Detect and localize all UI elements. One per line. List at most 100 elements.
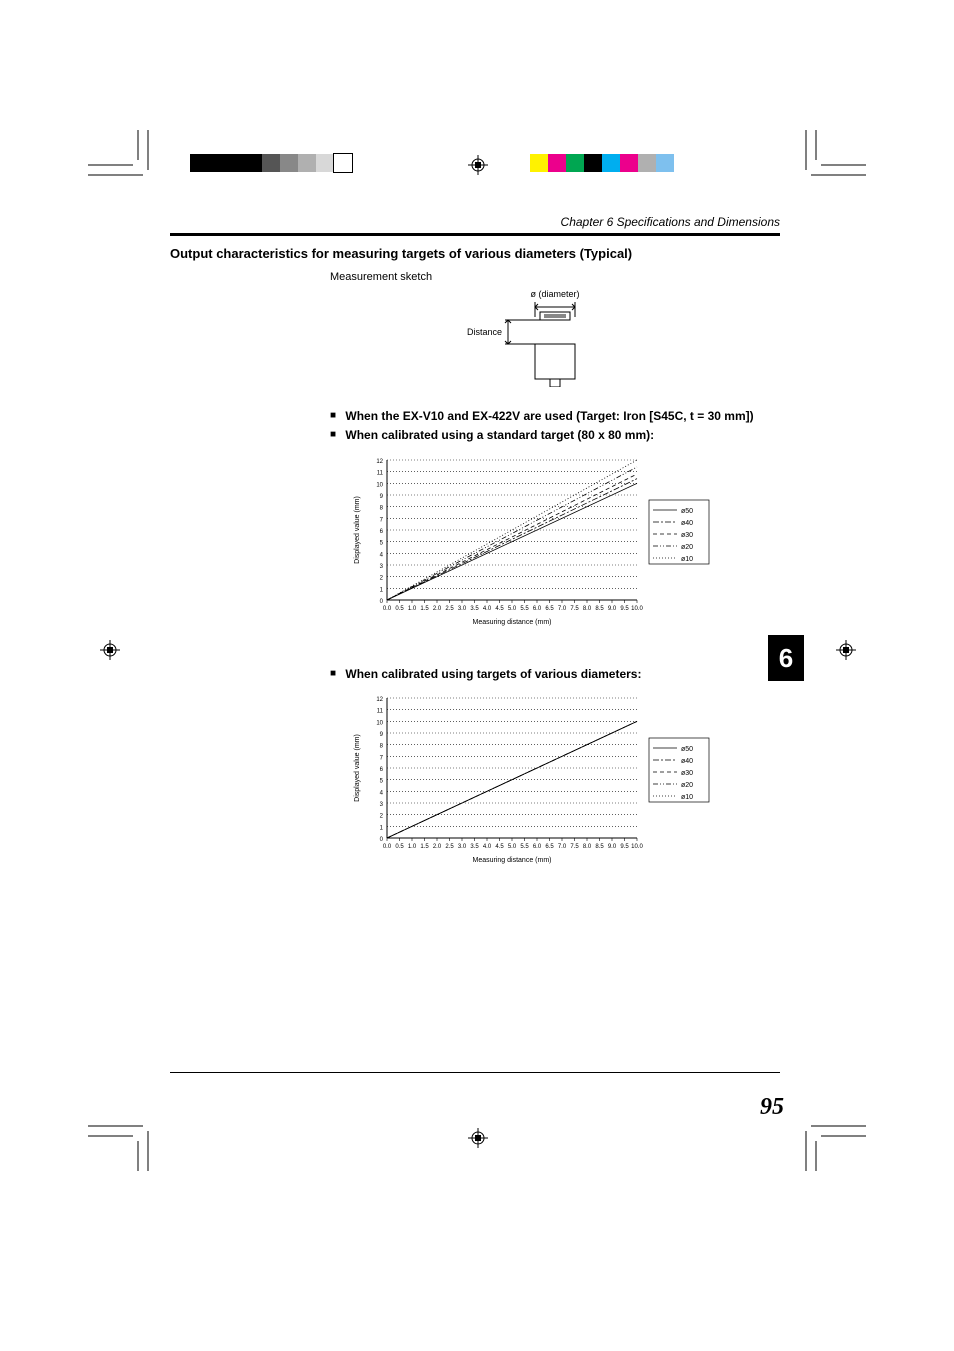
svg-text:9: 9	[380, 494, 384, 500]
svg-text:ø20: ø20	[681, 782, 693, 789]
bullet-cal-standard-text: When calibrated using a standard target …	[345, 428, 654, 442]
svg-text:11: 11	[377, 470, 384, 476]
svg-text:10.0: 10.0	[631, 844, 643, 850]
svg-text:4: 4	[380, 791, 384, 797]
chapter-tab: 6	[768, 635, 804, 681]
svg-text:3.5: 3.5	[470, 606, 479, 612]
bullet-square-icon: ■	[330, 410, 336, 421]
svg-text:2.0: 2.0	[433, 606, 442, 612]
svg-text:5: 5	[380, 779, 384, 785]
crop-mark-br	[796, 1121, 866, 1171]
svg-text:4.5: 4.5	[495, 606, 504, 612]
svg-text:7.5: 7.5	[570, 844, 579, 850]
svg-text:6: 6	[380, 767, 384, 773]
bullet-cal-various: ■ When calibrated using targets of vario…	[330, 666, 780, 681]
svg-text:5: 5	[380, 540, 384, 546]
svg-text:1: 1	[380, 826, 384, 832]
svg-text:8.0: 8.0	[583, 844, 592, 850]
svg-text:ø40: ø40	[681, 758, 693, 765]
svg-text:10: 10	[376, 721, 383, 727]
svg-text:ø10: ø10	[681, 556, 693, 563]
svg-text:7.5: 7.5	[570, 606, 579, 612]
svg-text:5.0: 5.0	[508, 844, 517, 850]
svg-text:12: 12	[376, 459, 383, 465]
bullet-model-text: When the EX-V10 and EX-422V are used (Ta…	[345, 409, 753, 423]
svg-text:0.0: 0.0	[383, 844, 392, 850]
svg-text:5.5: 5.5	[520, 844, 529, 850]
svg-text:6.5: 6.5	[545, 606, 554, 612]
registration-mark-left	[100, 640, 118, 658]
svg-text:7: 7	[380, 517, 384, 523]
svg-text:ø30: ø30	[681, 770, 693, 777]
bullet-square-icon: ■	[330, 668, 336, 679]
svg-text:3: 3	[380, 802, 384, 808]
svg-text:0: 0	[380, 837, 384, 843]
registration-mark-bottom	[468, 1128, 486, 1146]
measurement-sketch: ø (diameter) Distance	[170, 287, 780, 392]
svg-text:4.0: 4.0	[483, 844, 492, 850]
svg-text:7.0: 7.0	[558, 606, 567, 612]
svg-text:1: 1	[380, 587, 384, 593]
svg-text:2.5: 2.5	[445, 844, 454, 850]
svg-text:0.0: 0.0	[383, 606, 392, 612]
bullet-model: ■ When the EX-V10 and EX-422V are used (…	[330, 408, 780, 423]
svg-text:9.5: 9.5	[620, 606, 629, 612]
svg-text:3: 3	[380, 564, 384, 570]
svg-text:8.5: 8.5	[595, 606, 604, 612]
svg-text:0: 0	[380, 599, 384, 605]
svg-text:ø20: ø20	[681, 544, 693, 551]
diameter-label: ø (diameter)	[530, 289, 579, 299]
svg-text:2: 2	[380, 575, 384, 581]
svg-text:4.5: 4.5	[495, 844, 504, 850]
svg-text:8.0: 8.0	[583, 606, 592, 612]
page-number: 95	[760, 1094, 784, 1121]
svg-text:6.0: 6.0	[533, 606, 542, 612]
svg-text:6: 6	[380, 529, 384, 535]
svg-text:7: 7	[380, 756, 384, 762]
crop-mark-tr	[796, 130, 866, 180]
footer-rule	[170, 1072, 780, 1073]
bullet-square-icon: ■	[330, 429, 336, 440]
svg-text:ø40: ø40	[681, 520, 693, 527]
svg-text:4.0: 4.0	[483, 606, 492, 612]
section-title: Output characteristics for measuring tar…	[170, 246, 780, 261]
svg-text:2: 2	[380, 814, 384, 820]
svg-text:3.5: 3.5	[470, 844, 479, 850]
chart-various-calibration: 01234567891011120.00.51.01.52.02.53.03.5…	[170, 690, 780, 880]
page-body: Chapter 6 Specifications and Dimensions …	[170, 215, 780, 904]
svg-text:1.0: 1.0	[408, 606, 417, 612]
svg-text:8: 8	[380, 744, 384, 750]
svg-text:12: 12	[376, 697, 383, 703]
svg-text:ø10: ø10	[681, 794, 693, 801]
svg-text:5.0: 5.0	[508, 606, 517, 612]
svg-text:3.0: 3.0	[458, 844, 467, 850]
svg-text:Displayed value (mm): Displayed value (mm)	[354, 735, 361, 803]
svg-text:11: 11	[377, 709, 384, 715]
header-rule	[170, 233, 780, 236]
svg-text:0.5: 0.5	[395, 606, 404, 612]
svg-text:Measuring distance (mm): Measuring distance (mm)	[473, 619, 552, 626]
svg-text:0.5: 0.5	[395, 844, 404, 850]
svg-text:9.0: 9.0	[608, 844, 617, 850]
svg-text:10.0: 10.0	[631, 606, 643, 612]
svg-text:6.0: 6.0	[533, 844, 542, 850]
svg-text:8.5: 8.5	[595, 844, 604, 850]
crop-mark-tl	[88, 130, 158, 180]
svg-text:9.5: 9.5	[620, 844, 629, 850]
svg-text:2.5: 2.5	[445, 606, 454, 612]
svg-text:ø30: ø30	[681, 532, 693, 539]
svg-text:4: 4	[380, 552, 384, 558]
sketch-caption: Measurement sketch	[330, 271, 780, 283]
svg-text:10: 10	[376, 482, 383, 488]
chapter-header: Chapter 6 Specifications and Dimensions	[170, 215, 780, 229]
svg-text:5.5: 5.5	[520, 606, 529, 612]
color-calibration-bar	[530, 154, 674, 172]
crop-mark-bl	[88, 1121, 158, 1171]
registration-mark-top	[468, 155, 486, 173]
registration-mark-right	[836, 640, 854, 658]
svg-text:1.5: 1.5	[420, 606, 429, 612]
distance-label: Distance	[467, 327, 502, 337]
svg-text:7.0: 7.0	[558, 844, 567, 850]
svg-text:1.0: 1.0	[408, 844, 417, 850]
svg-text:3.0: 3.0	[458, 606, 467, 612]
